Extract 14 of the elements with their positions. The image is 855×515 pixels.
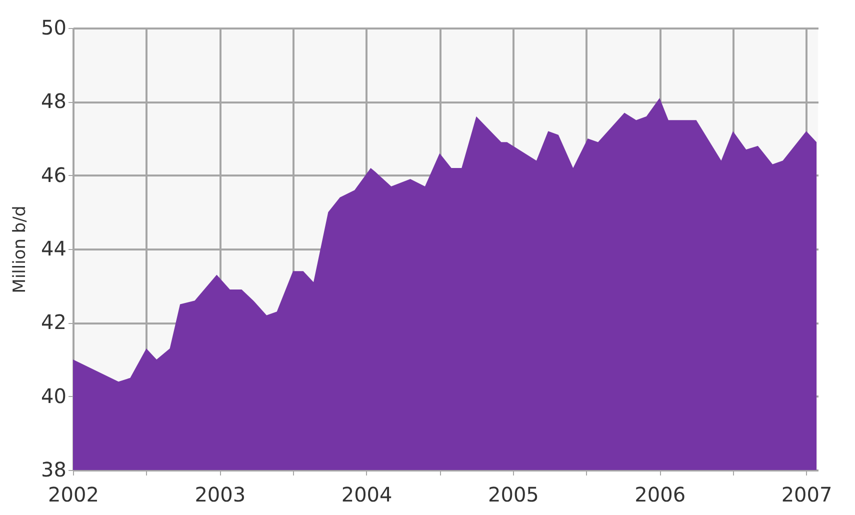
x-tick-label: 2003 — [194, 482, 246, 506]
y-tick-label: 38 — [41, 458, 66, 482]
y-tick-label: 46 — [41, 162, 66, 187]
y-tick-label: 44 — [41, 236, 66, 260]
y-tick-label: 40 — [41, 384, 66, 408]
x-tick-label: 2007 — [781, 482, 832, 506]
x-tick-label: 2004 — [341, 482, 392, 506]
y-tick-label: 48 — [41, 89, 66, 114]
x-tick-label: 2002 — [48, 482, 99, 506]
y-axis-title: Million b/d — [10, 206, 30, 294]
y-tick-label: 42 — [41, 310, 66, 334]
x-tick-label: 2006 — [634, 482, 686, 506]
y-tick-label: 50 — [41, 16, 66, 40]
x-tick-label: 2005 — [488, 482, 539, 506]
